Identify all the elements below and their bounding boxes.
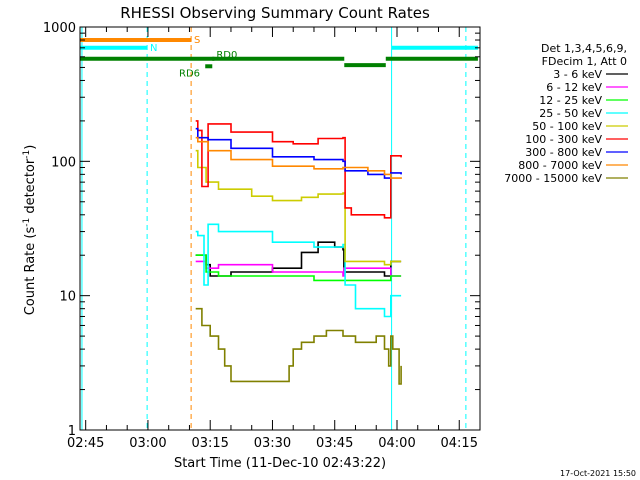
flag-label-s: S (194, 35, 200, 46)
y-axis: 1 10 100 1000 (43, 21, 480, 439)
legend-label-3: 25 - 50 keV (539, 107, 602, 120)
x-tick-label: 02:45 (67, 436, 104, 451)
legend: Det 1,3,4,5,6,9, FDecim 1, Att 0 3 - 6 k… (504, 42, 628, 185)
legend-label-6: 300 - 800 keV (525, 146, 602, 159)
legend-label-5: 100 - 300 keV (525, 133, 602, 146)
series-line-6 (195, 127, 402, 179)
legend-label-0: 3 - 6 keV (553, 68, 602, 81)
series-line-1 (195, 260, 402, 277)
series-line-7 (195, 136, 402, 179)
legend-label-7: 800 - 7000 keV (518, 159, 602, 172)
x-axis-label: Start Time (11-Dec-10 02:43:22) (174, 456, 386, 471)
x-tick-label: 04:00 (378, 436, 415, 451)
legend-label-2: 12 - 25 keV (539, 94, 602, 107)
legend-label-4: 50 - 100 keV (532, 120, 602, 133)
chart-title: RHESSI Observing Summary Count Rates (120, 4, 430, 22)
flag-label-rd0: RD0 (216, 50, 237, 61)
series-line-0 (195, 241, 402, 277)
flag-label-rd6: RD6 (179, 68, 200, 79)
flag-label-n: N (150, 43, 157, 54)
y-tick-label: 10 (59, 290, 76, 305)
legend-label-1: 6 - 12 keV (546, 81, 602, 94)
plot-area: S N RD6 RD0 (79, 26, 481, 431)
series-line-5 (195, 120, 402, 219)
legend-label-8: 7000 - 15000 keV (504, 172, 602, 185)
series-line-4 (195, 149, 402, 266)
plot-frame (79, 26, 481, 431)
series-line-8 (195, 307, 402, 385)
legend-header-line-2: FDecim 1, Att 0 (542, 55, 627, 68)
legend-header-line-1: Det 1,3,4,5,6,9, (541, 42, 627, 55)
x-tick-label: 03:00 (129, 436, 166, 451)
x-tick-label: 03:15 (191, 436, 228, 451)
y-axis-label: Count Rate (s-1 detector-1) (22, 145, 38, 316)
series-line-3 (195, 223, 402, 318)
y-tick-label: 1000 (43, 21, 76, 36)
x-tick-label: 04:15 (441, 436, 478, 451)
x-axis: 02:45 03:00 03:15 03:30 03:45 04:00 04:15 (67, 27, 478, 451)
x-tick-label: 03:30 (254, 436, 291, 451)
y-tick-label: 100 (51, 155, 76, 170)
footer-timestamp: 17-Oct-2021 15:50 (560, 469, 636, 478)
y-tick-label: 1 (68, 424, 76, 439)
x-tick-label: 03:45 (316, 436, 353, 451)
